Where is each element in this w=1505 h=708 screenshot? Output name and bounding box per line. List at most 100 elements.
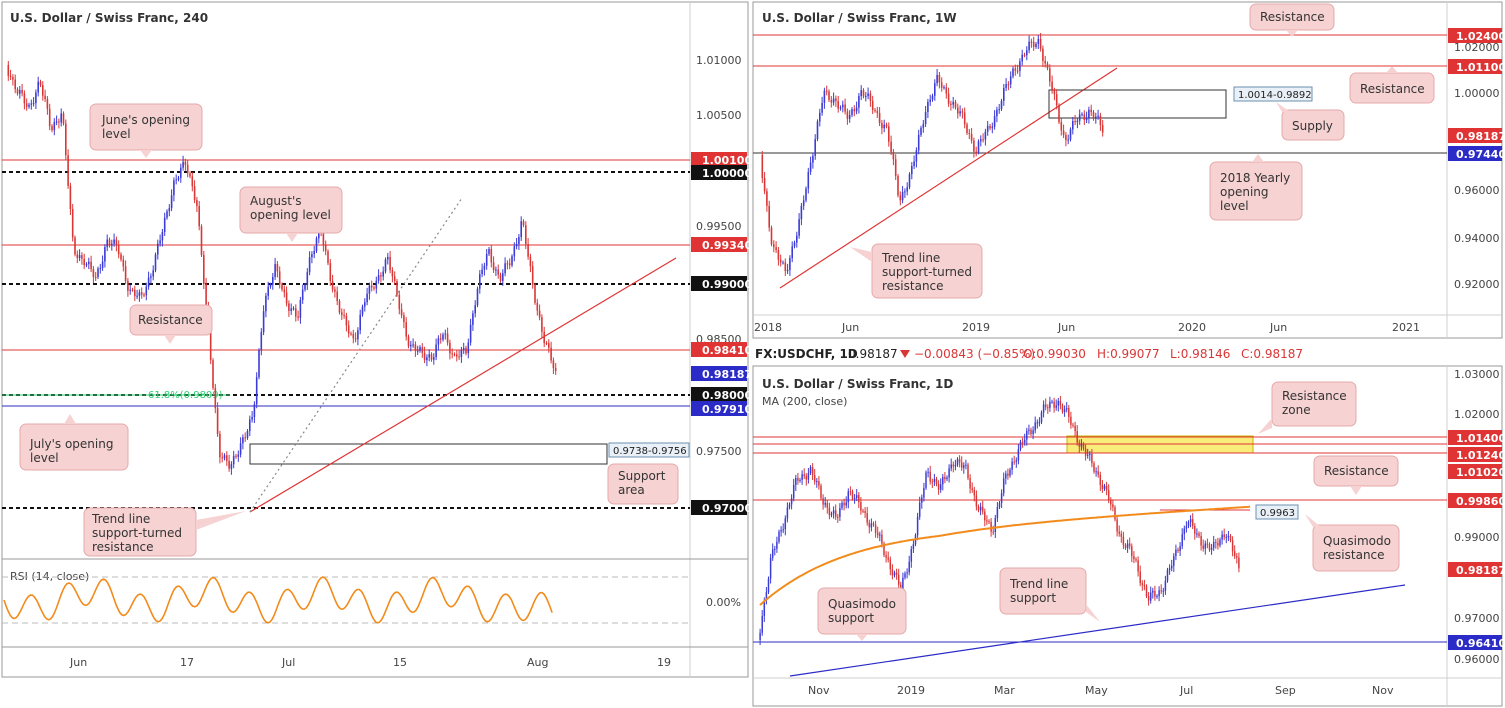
h4-candle xyxy=(92,269,95,277)
h4-candle xyxy=(136,295,138,297)
daily-candle xyxy=(1099,474,1102,485)
daily-candle xyxy=(820,485,822,499)
h4-candle xyxy=(465,347,467,354)
h4-candle xyxy=(120,254,122,260)
daily-candle xyxy=(822,498,824,505)
h4-candle xyxy=(255,377,258,405)
daily-candle xyxy=(1194,526,1196,534)
h4-candle xyxy=(499,274,502,281)
weekly-candle xyxy=(837,100,839,109)
daily-candle xyxy=(799,479,801,481)
h4-candle xyxy=(198,205,200,227)
h4-candle xyxy=(35,92,37,104)
weekly-callout-yearly: 2018 Yearly opening level xyxy=(1209,154,1303,221)
h4-candle xyxy=(456,354,458,357)
daily-candle xyxy=(803,474,805,477)
daily-candle xyxy=(765,592,768,601)
h4-candle xyxy=(111,243,113,246)
h4-candle xyxy=(281,284,283,290)
h4-candle xyxy=(90,261,92,270)
h4-candle xyxy=(416,350,419,352)
daily-candle xyxy=(937,484,940,490)
daily-candle xyxy=(776,541,778,549)
weekly-candle xyxy=(1030,41,1033,43)
weekly-candle xyxy=(830,100,833,103)
h4-candle xyxy=(341,312,343,315)
h4-candle xyxy=(55,121,58,123)
daily-tick-1: 1.03000 xyxy=(1454,368,1500,381)
daily-candle xyxy=(939,484,942,490)
weekly-candle xyxy=(927,101,929,113)
daily-candle xyxy=(1135,559,1137,561)
weekly-candle xyxy=(761,155,764,178)
daily-candle xyxy=(839,508,841,517)
weekly-candle xyxy=(768,205,770,228)
weekly-candle xyxy=(982,139,984,141)
weekly-candle xyxy=(897,175,899,196)
daily-chart-panel[interactable]: U.S. Dollar / Swiss Franc, 1D MA (200, c… xyxy=(752,365,1505,707)
weekly-candle xyxy=(991,126,994,129)
h4-chart-panel[interactable]: U.S. Dollar / Swiss Franc, 240 1.01000 1… xyxy=(1,1,752,678)
daily-candle xyxy=(925,472,927,488)
h4-candle xyxy=(359,314,361,331)
weekly-candle xyxy=(920,127,922,135)
h4-candles xyxy=(7,61,557,475)
daily-candle xyxy=(935,478,938,485)
h4-candle xyxy=(145,286,148,296)
h4-candle xyxy=(62,113,65,124)
h4-callout-june-2: level xyxy=(102,127,131,141)
weekly-price-tags: 1.02400 1.01100 0.98187 0.97440 xyxy=(1448,28,1505,161)
h4-candle xyxy=(274,264,276,277)
h4-candle xyxy=(502,273,504,281)
h4-callout-trendline-2: support-turned xyxy=(92,526,182,540)
weekly-candle xyxy=(835,98,837,101)
h4-title: U.S. Dollar / Swiss Franc, 240 xyxy=(10,11,208,25)
h4-candle xyxy=(253,404,256,418)
h4-candle xyxy=(97,268,99,278)
daily-candle xyxy=(992,531,994,533)
weekly-supply-box xyxy=(1048,89,1227,119)
weekly-candle xyxy=(943,87,945,89)
h4-candle xyxy=(548,343,550,348)
weekly-candle xyxy=(809,162,812,172)
h4-candle xyxy=(44,95,46,100)
daily-candle xyxy=(1166,569,1169,581)
h4-callout-august-1: August's xyxy=(250,194,302,208)
weekly-candle xyxy=(904,191,906,193)
daily-candle xyxy=(767,578,770,593)
weekly-candle xyxy=(1081,114,1083,116)
weekly-date-1: 2018 xyxy=(754,321,782,334)
daily-candle xyxy=(870,523,873,528)
h4-candle xyxy=(488,249,490,255)
h4-candle xyxy=(272,276,274,285)
daily-candle xyxy=(1093,463,1095,472)
daily-candle xyxy=(1063,409,1066,412)
weekly-tag-3: 0.98187 xyxy=(1456,130,1505,143)
h4-candle xyxy=(329,263,332,281)
weekly-candle xyxy=(1042,48,1044,61)
weekly-callout-supply: Supply xyxy=(1276,102,1345,141)
h4-candle xyxy=(122,259,125,267)
h4-candle xyxy=(290,308,292,311)
daily-candle xyxy=(923,487,925,498)
h4-candle xyxy=(398,294,401,310)
weekly-candle xyxy=(911,166,913,175)
daily-candle xyxy=(826,502,829,508)
h4-candle xyxy=(7,65,10,76)
h4-candle xyxy=(534,284,536,303)
weekly-candle xyxy=(855,107,858,112)
weekly-chart-panel[interactable]: U.S. Dollar / Swiss Franc, 1W 1.02000 1.… xyxy=(752,1,1505,339)
daily-candle xyxy=(1055,405,1057,408)
daily-callout-quasimodo-res: Quasimodo resistance xyxy=(1305,514,1400,572)
h4-candle xyxy=(327,251,329,264)
weekly-candle xyxy=(945,87,948,94)
weekly-candle xyxy=(1007,84,1010,86)
daily-candle xyxy=(1143,584,1146,587)
h4-date-3: Jul xyxy=(281,656,295,669)
weekly-candle xyxy=(881,123,883,129)
weekly-candle xyxy=(986,125,989,132)
daily-tag-1: 1.01400 xyxy=(1456,432,1505,445)
weekly-date-5: 2020 xyxy=(1178,321,1206,334)
h4-candle xyxy=(269,284,272,287)
